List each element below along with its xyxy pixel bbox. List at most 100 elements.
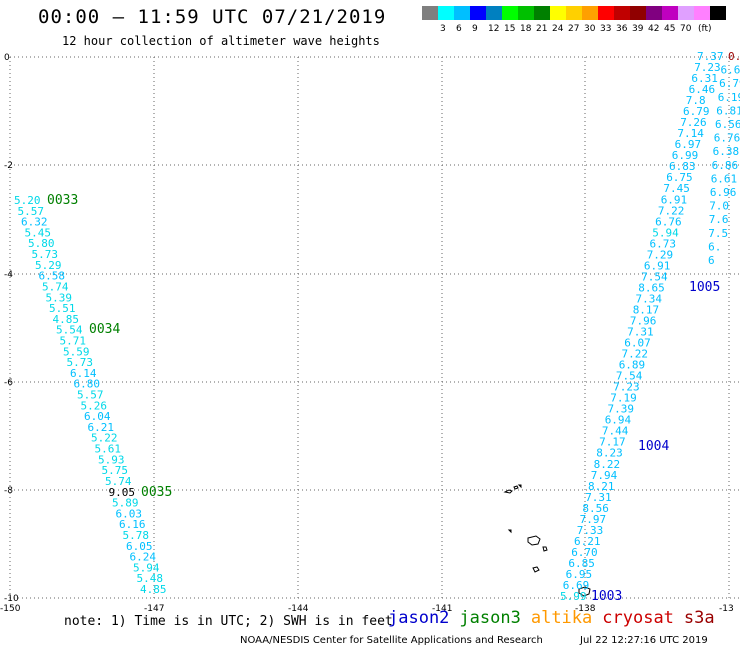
axis-tick-labels: -150 -147 -144 -141 -138 -13 0 -2 -4 -6 -8 -10 bbox=[0, 53, 734, 614]
colorbar-label: 36 bbox=[616, 24, 628, 34]
wave-height-value: 7.23 bbox=[694, 61, 721, 74]
wave-height-value: 5.29 bbox=[35, 259, 62, 272]
island-outline bbox=[578, 586, 591, 597]
wave-height-value: 4.85 bbox=[53, 313, 80, 326]
wave-height-value: 6.14 bbox=[70, 367, 97, 380]
color-scale-legend: 3 6 9 12 15 18 21 24 27 30 33 36 39 42 45 70 (ft) bbox=[422, 6, 726, 34]
wave-height-value: 5.80 bbox=[28, 237, 55, 250]
y-tick-label: -2 bbox=[4, 161, 13, 171]
colorbar-label: 24 bbox=[552, 24, 564, 34]
wave-height-value: 6.80 bbox=[74, 378, 101, 391]
wave-height-value: 5.74 bbox=[42, 280, 69, 293]
colorbar-swatch bbox=[662, 6, 678, 20]
colorbar-label: 27 bbox=[568, 24, 579, 34]
wave-height-value: 7.97 bbox=[580, 513, 607, 526]
y-tick-label: -8 bbox=[4, 486, 13, 496]
y-tick-label: -6 bbox=[4, 378, 13, 388]
credit-line: NOAA/NESDIS Center for Satellite Applica… bbox=[240, 635, 543, 646]
colorbar-swatch bbox=[454, 6, 470, 20]
wave-height-value: 6 bbox=[708, 254, 715, 267]
colorbar-swatch bbox=[502, 6, 518, 20]
wave-height-value: 6.19 bbox=[718, 91, 740, 104]
wave-height-value: 5.73 bbox=[32, 248, 59, 261]
wave-height-value: 6.79 bbox=[719, 77, 740, 90]
colorbar-swatch bbox=[598, 6, 614, 20]
satellite-legend-s3a: s3a bbox=[683, 608, 715, 628]
wave-height-value: 5.75 bbox=[102, 464, 129, 477]
colorbar-swatch bbox=[630, 6, 646, 20]
track-right: 7.377.236.316.467.86.797.267.146.976.996… bbox=[560, 50, 724, 603]
satellite-legend-jason3: jason3 bbox=[459, 608, 521, 628]
wave-height-value: 5.20 bbox=[14, 194, 41, 207]
island-outline bbox=[503, 489, 513, 494]
wave-height-value: 6.32 bbox=[21, 216, 48, 229]
wave-height-value: 6.03 bbox=[116, 507, 143, 520]
colorbar-swatch bbox=[550, 6, 566, 20]
colorbar-label: 9 bbox=[472, 24, 478, 34]
wave-height-value: 7.34 bbox=[636, 292, 663, 305]
x-tick-label: -150 bbox=[0, 604, 21, 614]
island-outline bbox=[527, 535, 541, 546]
colorbar-unit: (ft) bbox=[698, 24, 712, 34]
wave-height-value: 6.91 bbox=[661, 193, 688, 206]
wave-height-value: 6.95 bbox=[566, 568, 593, 581]
wave-height-value: 5.73 bbox=[67, 356, 94, 369]
wave-height-value: 6.69 bbox=[563, 579, 590, 592]
colorbar-label: 12 bbox=[488, 24, 499, 34]
wave-height-value: 7.22 bbox=[658, 204, 685, 217]
wave-height-value: 7.0 bbox=[709, 200, 729, 213]
rev-label-1005: 1005 bbox=[689, 280, 720, 295]
wave-height-value: 6.97 bbox=[675, 138, 702, 151]
colorbar-swatch bbox=[694, 6, 710, 20]
track-left: 5.205.576.325.455.805.735.296.585.745.39… bbox=[14, 194, 167, 596]
wave-height-value: 6.31 bbox=[691, 72, 718, 85]
wave-height-value: 6.07 bbox=[624, 337, 651, 350]
colorbar-label: 18 bbox=[520, 24, 532, 34]
wave-height-value: 6.21 bbox=[88, 421, 115, 434]
rev-label-0034: 0034 bbox=[89, 322, 120, 337]
colorbar-swatch bbox=[518, 6, 534, 20]
track-edge: 0.6.66.796.196.816.566.766.386.866.616.9… bbox=[708, 50, 740, 267]
wave-height-value: 6.24 bbox=[130, 551, 157, 564]
wave-height-value: 6.61 bbox=[711, 172, 738, 185]
wave-height-value: 7.39 bbox=[608, 403, 635, 416]
wave-height-value: 7.6 bbox=[709, 213, 729, 226]
wave-height-value: 5.99 bbox=[560, 590, 587, 603]
revolution-labels: 0033 0034 0035 1005 1004 1003 bbox=[47, 193, 720, 604]
wave-height-value: 0. bbox=[728, 50, 740, 63]
wave-height-value: 7.31 bbox=[585, 491, 612, 504]
wave-height-value: 6.38 bbox=[713, 145, 740, 158]
wave-height-value: 7.44 bbox=[602, 425, 629, 438]
wave-height-value: 7.54 bbox=[641, 270, 668, 283]
island-outline bbox=[542, 546, 548, 552]
colorbar-label: 30 bbox=[584, 24, 596, 34]
wave-height-value: 6.81 bbox=[716, 104, 740, 117]
wave-height-value: 6.75 bbox=[666, 171, 693, 184]
x-tick-label: -141 bbox=[432, 604, 452, 614]
wave-height-value: 5.59 bbox=[63, 345, 90, 358]
wave-height-value: 5.93 bbox=[98, 453, 125, 466]
footer-note: note: 1) Time is in UTC; 2) SWH is in fe… bbox=[64, 614, 393, 629]
wave-height-value: 8.56 bbox=[582, 502, 609, 515]
wave-height-value: 6.79 bbox=[683, 105, 710, 118]
colorbar-label: 42 bbox=[648, 24, 659, 34]
wave-height-value: 6.73 bbox=[650, 237, 677, 250]
wave-height-value: 6.58 bbox=[39, 270, 66, 283]
colorbar-swatch bbox=[646, 6, 662, 20]
wave-height-value: 7.96 bbox=[630, 315, 657, 328]
wave-height-value: 8.65 bbox=[638, 281, 665, 294]
wave-height-value: 7.33 bbox=[577, 524, 604, 537]
wave-height-value: 7.54 bbox=[616, 370, 643, 383]
satellite-legend-altika: altika bbox=[530, 608, 593, 628]
colorbar-label: 33 bbox=[600, 24, 611, 34]
wave-height-value: 6.05 bbox=[126, 540, 153, 553]
wave-height-value: 4.85 bbox=[140, 583, 167, 596]
footer: note: 1) Time is in UTC; 2) SWH is in fe… bbox=[0, 604, 740, 650]
x-tick-label: -144 bbox=[288, 604, 309, 614]
x-tick-label: -13 bbox=[719, 604, 734, 614]
wave-height-value: 6.6 bbox=[721, 64, 740, 77]
colorbar-swatch bbox=[566, 6, 582, 20]
rev-label-1003: 1003 bbox=[591, 589, 622, 604]
colorbar-label: 45 bbox=[664, 24, 675, 34]
satellite-legend-cryosat: cryosat bbox=[602, 608, 674, 628]
